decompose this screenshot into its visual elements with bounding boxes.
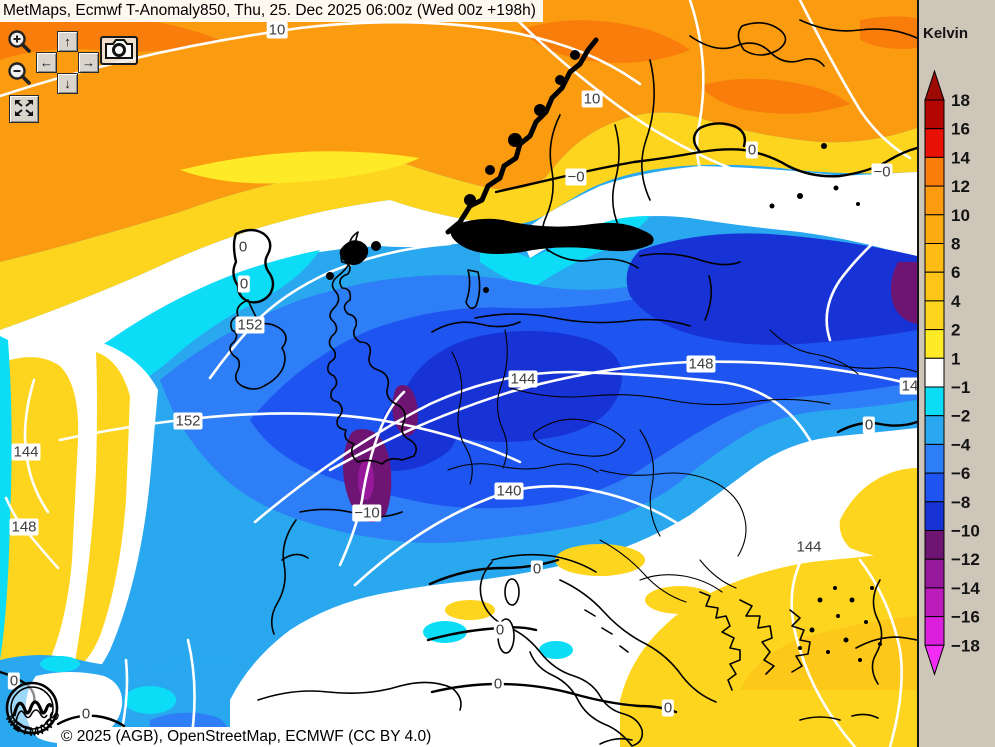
magnifier-minus-icon bbox=[8, 62, 31, 85]
colorbar: 18 16 14 12 10 8 6 4 2 1 −1 −2 −4 −6 −8 −10 −12 −14 −16 −18 bbox=[924, 69, 980, 676]
colorbar-segment bbox=[924, 243, 945, 273]
contour-label: 10 bbox=[266, 21, 288, 39]
colorbar-arrow-bottom bbox=[924, 644, 945, 676]
contour-label: 148 bbox=[9, 518, 39, 536]
colorbar-tick-label: 8 bbox=[951, 235, 960, 254]
contour-label: 0 bbox=[237, 275, 251, 293]
screenshot-button[interactable] bbox=[100, 36, 138, 65]
colorbar-tick-label: −12 bbox=[951, 550, 980, 569]
colorbar-tick-label: −1 bbox=[951, 378, 970, 397]
colorbar-segment bbox=[924, 415, 945, 445]
contour-label: 0 bbox=[661, 699, 675, 717]
map-title: MetMaps, Ecmwf T-Anomaly850, Thu, 25. De… bbox=[0, 0, 543, 22]
logo-wave-icon bbox=[12, 700, 54, 717]
pan-down-button[interactable]: ↓ bbox=[57, 73, 78, 94]
magnifier-plus-icon bbox=[8, 30, 31, 53]
contour-label: 144 bbox=[794, 538, 824, 556]
contour-label: 144 bbox=[11, 443, 41, 461]
map-graphics bbox=[0, 0, 917, 747]
metmaps-logo: METMAPS bbox=[3, 681, 61, 739]
zoom-in-button[interactable] bbox=[6, 29, 34, 57]
colorbar-sidebar: Kelvin 18 16 14 12 10 8 6 4 2 1 −1 −2 −4 −6 −8 −10 −12 −1… bbox=[917, 0, 995, 747]
colorbar-segment bbox=[924, 501, 945, 531]
colorbar-tick-label: 16 bbox=[951, 120, 970, 139]
contour-label: 0 bbox=[745, 141, 759, 159]
camera-icon bbox=[105, 39, 133, 59]
colorbar-unit-label: Kelvin bbox=[923, 25, 969, 42]
weather-map-canvas bbox=[0, 0, 917, 747]
contour-label: 14 bbox=[899, 377, 917, 395]
colorbar-segment bbox=[924, 616, 945, 646]
contour-label: 0 bbox=[236, 238, 250, 256]
colorbar-segment bbox=[924, 530, 945, 560]
colorbar-tick-label: 18 bbox=[951, 91, 970, 110]
colorbar-segment bbox=[924, 443, 945, 474]
attribution-text: © 2025 (AGB), OpenStreetMap, ECMWF (CC B… bbox=[57, 727, 438, 747]
contour-label: 152 bbox=[235, 316, 265, 334]
colorbar-segment bbox=[924, 587, 945, 618]
contour-label: −0 bbox=[871, 163, 893, 181]
contour-label: −0 bbox=[565, 168, 587, 186]
contour-label: 148 bbox=[686, 355, 716, 373]
contour-label: 140 bbox=[494, 482, 524, 500]
colorbar-tick-label: 2 bbox=[951, 321, 960, 340]
contour-label: 10 bbox=[581, 90, 603, 108]
colorbar-tick-label: −16 bbox=[951, 608, 980, 627]
colorbar-tick-label: 14 bbox=[951, 148, 970, 167]
colorbar-segment bbox=[924, 386, 945, 417]
colorbar-tick-label: −2 bbox=[951, 407, 970, 426]
contour-label: 0 bbox=[491, 675, 505, 693]
colorbar-segment bbox=[924, 558, 945, 589]
colorbar-tick-label: −18 bbox=[951, 636, 980, 655]
colorbar-tick-label: −14 bbox=[951, 579, 980, 598]
weather-map[interactable]: 10 10 −0 0 −0 0 0 152 152 144 148 144 148 140 −10 14 0 14… bbox=[0, 0, 917, 747]
fullscreen-icon bbox=[15, 100, 33, 116]
pan-left-button[interactable]: ← bbox=[36, 52, 57, 73]
pan-right-button[interactable]: → bbox=[78, 52, 99, 73]
colorbar-segment bbox=[924, 214, 945, 245]
colorbar-tick-label: 6 bbox=[951, 263, 960, 282]
colorbar-segment bbox=[924, 271, 945, 302]
colorbar-segment bbox=[924, 329, 945, 359]
contour-label: 144 bbox=[508, 370, 538, 388]
colorbar-segment bbox=[924, 357, 945, 388]
colorbar-segment bbox=[924, 185, 945, 216]
colorbar-tick-label: −8 bbox=[951, 493, 970, 512]
contour-label: 0 bbox=[7, 672, 21, 690]
zoom-out-button[interactable] bbox=[6, 61, 34, 89]
colorbar-arrow-top bbox=[924, 69, 945, 101]
contour-label: 152 bbox=[173, 412, 203, 430]
colorbar-segment bbox=[924, 300, 945, 331]
colorbar-tick-label: 1 bbox=[951, 349, 960, 368]
colorbar-tick-label: −10 bbox=[951, 522, 980, 541]
pan-up-button[interactable]: ↑ bbox=[57, 31, 78, 52]
pan-control: ↑ ← → ↓ bbox=[36, 31, 100, 95]
colorbar-segment bbox=[924, 128, 945, 158]
contour-label: 0 bbox=[79, 705, 93, 723]
fullscreen-button[interactable] bbox=[9, 95, 39, 123]
colorbar-tick-label: 4 bbox=[951, 292, 961, 311]
colorbar-segment bbox=[924, 156, 945, 187]
contour-label: 0 bbox=[493, 621, 507, 639]
colorbar-tick-label: −6 bbox=[951, 464, 970, 483]
contour-label: 0 bbox=[530, 560, 544, 578]
colorbar-tick-label: 10 bbox=[951, 206, 970, 225]
contour-label: −10 bbox=[352, 504, 382, 522]
colorbar-segment bbox=[924, 99, 945, 130]
colorbar-segment bbox=[924, 472, 945, 503]
colorbar-tick-label: −4 bbox=[951, 435, 971, 454]
colorbar-tick-label: 12 bbox=[951, 177, 970, 196]
contour-label: 0 bbox=[862, 416, 876, 434]
